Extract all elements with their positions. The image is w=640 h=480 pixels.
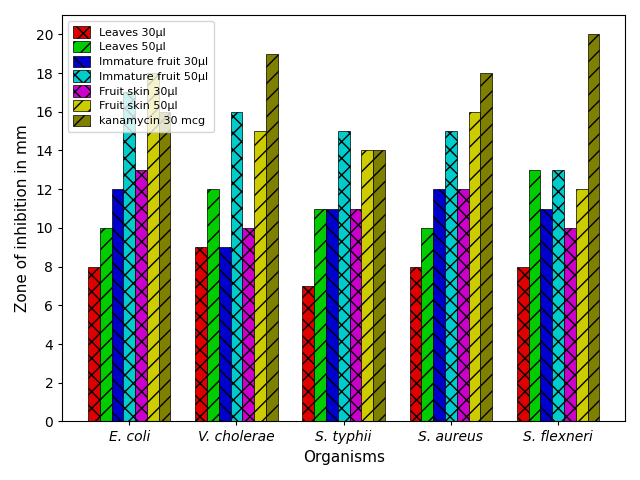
Bar (362, 150, 373, 421)
Bar (314, 208, 326, 421)
Bar (159, 112, 170, 421)
Bar (135, 170, 147, 421)
Bar (540, 208, 552, 421)
Bar (195, 247, 207, 421)
Bar (517, 266, 529, 421)
Bar (88, 266, 100, 421)
Bar (421, 228, 433, 421)
Y-axis label: Zone of inhibition in mm: Zone of inhibition in mm (15, 124, 30, 312)
Bar (529, 170, 540, 421)
Bar (219, 247, 230, 421)
Bar (373, 150, 385, 421)
Bar (207, 189, 219, 421)
Legend: Leaves 30μl, Leaves 50μl, Immature fruit 30μl, Immature fruit 50μl, Fruit skin 3: Leaves 30μl, Leaves 50μl, Immature fruit… (68, 21, 214, 132)
Bar (468, 112, 481, 421)
Bar (326, 208, 338, 421)
Bar (552, 170, 564, 421)
Bar (338, 131, 349, 421)
Bar (111, 189, 124, 421)
Bar (410, 266, 421, 421)
Bar (254, 131, 266, 421)
Bar (349, 208, 362, 421)
Bar (457, 189, 468, 421)
Bar (564, 228, 576, 421)
Bar (230, 112, 243, 421)
Bar (588, 35, 600, 421)
Bar (243, 228, 254, 421)
Bar (445, 131, 457, 421)
Bar (147, 73, 159, 421)
Bar (481, 73, 492, 421)
Bar (124, 93, 135, 421)
Bar (266, 54, 278, 421)
Bar (576, 189, 588, 421)
Bar (302, 286, 314, 421)
Bar (100, 228, 111, 421)
X-axis label: Organisms: Organisms (303, 450, 385, 465)
Bar (433, 189, 445, 421)
